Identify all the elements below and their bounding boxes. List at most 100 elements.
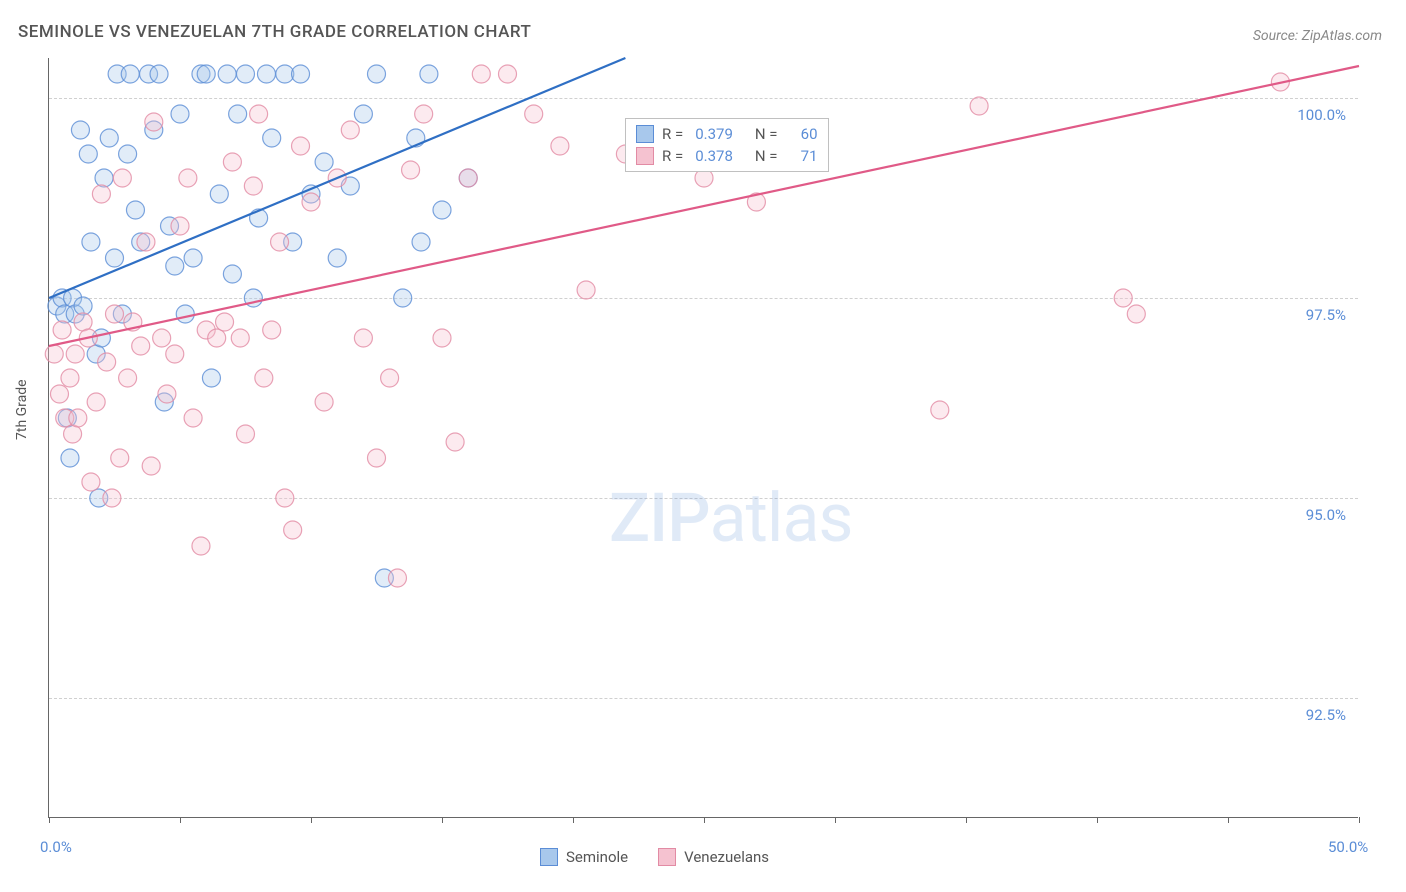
data-point [276, 489, 294, 507]
data-point [577, 281, 595, 299]
data-point [1114, 289, 1132, 307]
data-point [192, 537, 210, 555]
data-point [74, 297, 92, 315]
legend-r-value: 0.378 [695, 147, 733, 165]
data-point [218, 65, 236, 83]
data-point [551, 137, 569, 155]
data-point [126, 201, 144, 219]
data-point [145, 113, 163, 131]
data-point [153, 329, 171, 347]
data-point [368, 65, 386, 83]
data-point [231, 329, 249, 347]
data-point [263, 321, 281, 339]
y-tick-label: 92.5% [1306, 706, 1346, 724]
data-point [82, 473, 100, 491]
x-tick [49, 817, 50, 823]
data-point [341, 121, 359, 139]
data-point [412, 233, 430, 251]
x-tick [573, 817, 574, 823]
data-point [223, 265, 241, 283]
data-point [132, 337, 150, 355]
legend-label: Venezuelans [684, 848, 769, 866]
data-point [446, 433, 464, 451]
data-point [79, 145, 97, 163]
x-tick [1228, 817, 1229, 823]
y-tick-label: 95.0% [1306, 506, 1346, 524]
data-point [137, 233, 155, 251]
data-point [223, 153, 241, 171]
data-point [237, 65, 255, 83]
legend-n-label: N = [755, 125, 778, 143]
data-point [61, 369, 79, 387]
legend-swatch [636, 125, 654, 143]
data-point [69, 409, 87, 427]
x-tick [442, 817, 443, 823]
data-point [103, 489, 121, 507]
data-point [71, 121, 89, 139]
legend-item: Seminole [540, 848, 628, 866]
x-tick [835, 817, 836, 823]
x-tick [180, 817, 181, 823]
data-point [179, 169, 197, 187]
data-point [50, 385, 68, 403]
data-point [82, 233, 100, 251]
data-point [402, 161, 420, 179]
legend-label: Seminole [566, 848, 628, 866]
legend-swatch [658, 848, 676, 866]
data-point [216, 313, 234, 331]
data-point [171, 105, 189, 123]
y-tick-label: 97.5% [1306, 306, 1346, 324]
data-point [250, 105, 268, 123]
data-point [433, 201, 451, 219]
data-point [119, 145, 137, 163]
data-point [237, 425, 255, 443]
data-point [433, 329, 451, 347]
legend-n-value: 71 [790, 147, 818, 165]
data-point [92, 185, 110, 203]
data-point [368, 449, 386, 467]
legend-swatch [540, 848, 558, 866]
data-point [166, 345, 184, 363]
correlation-legend: R =0.379N =60R =0.378N =71 [625, 118, 829, 172]
data-point [472, 65, 490, 83]
series-legend: Seminole Venezuelans [540, 848, 769, 866]
chart-title: SEMINOLE VS VENEZUELAN 7TH GRADE CORRELA… [18, 22, 531, 42]
y-tick-label: 100.0% [1297, 106, 1346, 124]
data-point [184, 409, 202, 427]
data-point [354, 329, 372, 347]
x-tick-label: 0.0% [40, 838, 72, 856]
data-point [87, 393, 105, 411]
data-point [142, 457, 160, 475]
data-point [98, 353, 116, 371]
data-point [106, 249, 124, 267]
data-point [381, 369, 399, 387]
data-point [229, 105, 247, 123]
trend-line [49, 66, 1359, 346]
x-tick [704, 817, 705, 823]
data-point [210, 185, 228, 203]
data-point [302, 193, 320, 211]
y-axis-label: 7th Grade [14, 379, 30, 440]
data-point [113, 169, 131, 187]
data-point [499, 65, 517, 83]
data-point [53, 321, 71, 339]
data-point [459, 169, 477, 187]
data-point [111, 449, 129, 467]
data-point [95, 169, 113, 187]
data-point [100, 129, 118, 147]
data-point [525, 105, 543, 123]
legend-n-value: 60 [790, 125, 818, 143]
x-tick [1359, 817, 1360, 823]
data-point [197, 65, 215, 83]
data-point [166, 257, 184, 275]
x-tick [311, 817, 312, 823]
data-point [271, 233, 289, 251]
data-point [292, 65, 310, 83]
data-point [328, 249, 346, 267]
data-point [970, 97, 988, 115]
data-point [292, 137, 310, 155]
data-point [263, 129, 281, 147]
data-point [255, 369, 273, 387]
data-point [257, 65, 275, 83]
legend-swatch [636, 147, 654, 165]
